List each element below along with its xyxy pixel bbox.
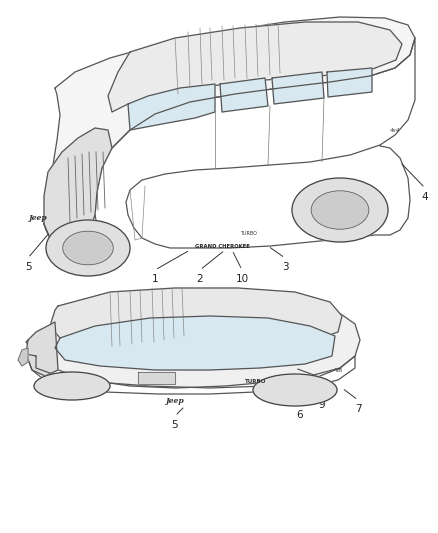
Ellipse shape [311, 191, 369, 229]
Polygon shape [18, 348, 28, 366]
Polygon shape [44, 128, 112, 242]
Text: 10: 10 [236, 274, 248, 284]
Ellipse shape [34, 372, 110, 400]
Text: 9: 9 [319, 400, 325, 410]
Text: 7: 7 [355, 404, 361, 414]
Text: 4: 4 [422, 192, 428, 202]
Polygon shape [26, 322, 58, 376]
Text: Jeep: Jeep [28, 214, 47, 222]
Polygon shape [26, 294, 360, 388]
Polygon shape [327, 68, 372, 97]
Polygon shape [220, 78, 268, 112]
Polygon shape [138, 372, 175, 384]
Text: 11: 11 [315, 382, 328, 392]
Ellipse shape [46, 220, 130, 276]
Text: 5: 5 [172, 420, 178, 430]
Text: 8: 8 [319, 392, 325, 402]
Polygon shape [108, 22, 402, 112]
Text: 2: 2 [197, 274, 203, 284]
Text: Jeep: Jeep [165, 397, 184, 405]
Ellipse shape [253, 374, 337, 406]
Ellipse shape [63, 231, 113, 265]
Polygon shape [55, 316, 335, 370]
Polygon shape [272, 72, 324, 104]
Text: TURBO: TURBO [240, 231, 257, 236]
Text: 4x4: 4x4 [390, 128, 400, 133]
Text: 1: 1 [152, 274, 158, 284]
Text: V8: V8 [335, 368, 343, 373]
Polygon shape [44, 17, 415, 242]
Polygon shape [128, 84, 215, 130]
Text: 3: 3 [282, 262, 288, 272]
Text: 6: 6 [297, 410, 303, 420]
Text: GRAND CHEROKEE: GRAND CHEROKEE [195, 244, 250, 249]
Polygon shape [50, 288, 342, 354]
Text: 5: 5 [25, 262, 31, 272]
Ellipse shape [292, 178, 388, 242]
Text: TURBO: TURBO [245, 379, 266, 384]
